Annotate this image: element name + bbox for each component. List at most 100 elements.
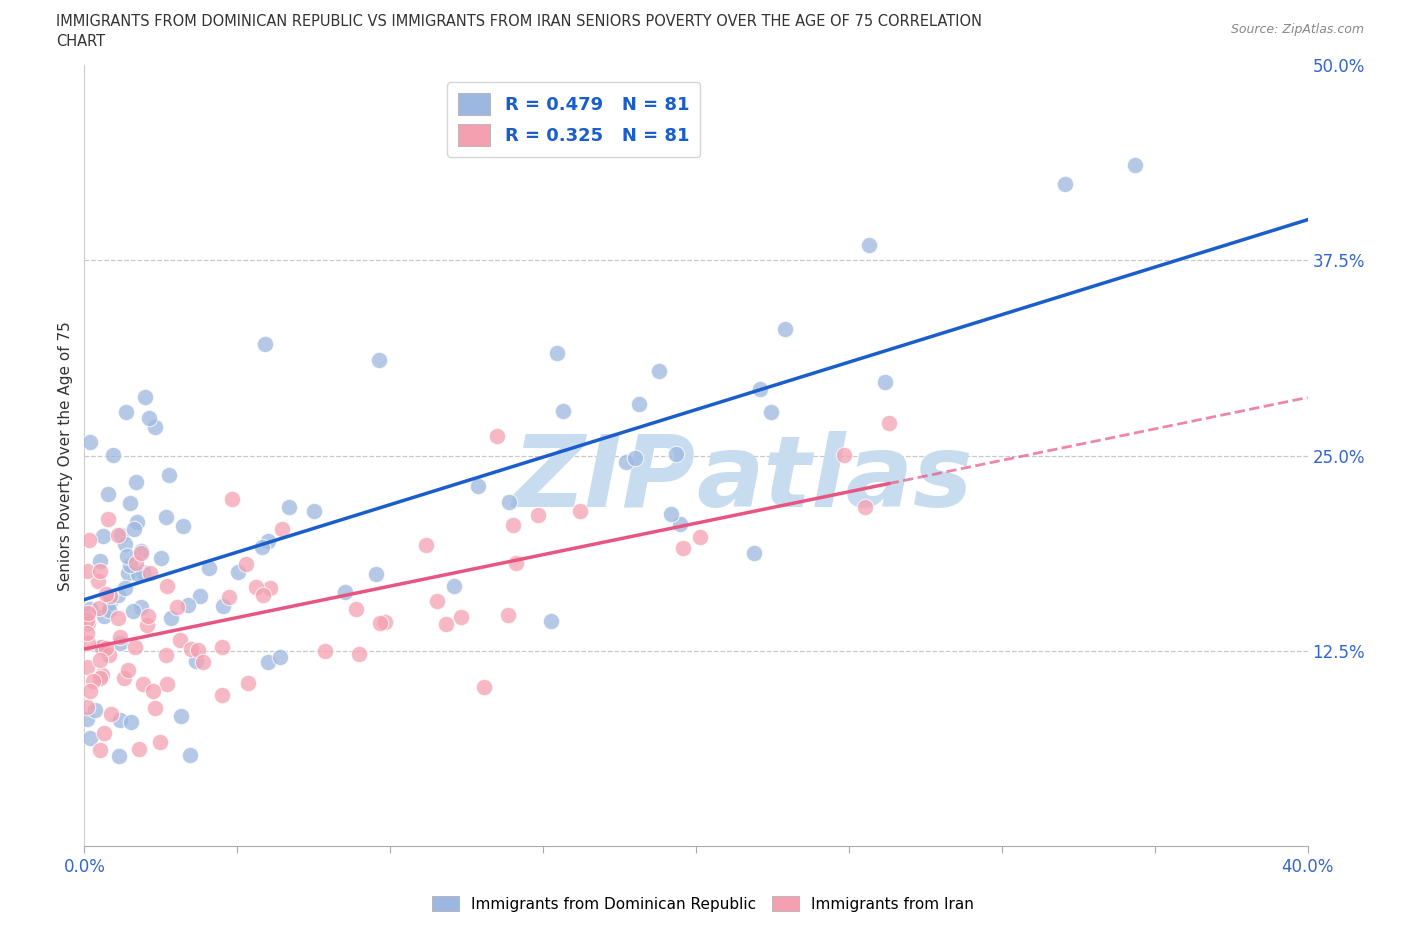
Point [169, 632, 191, 647]
Point [91, 528, 114, 543]
Point [496, 607, 519, 622]
Point [90, 640, 112, 655]
Point [134, 390, 156, 405]
Point [143, 419, 166, 434]
Y-axis label: Seniors Poverty Over the Age of 75: Seniors Poverty Over the Age of 75 [58, 321, 73, 591]
Point [110, 630, 132, 644]
Point [155, 647, 177, 662]
Point [138, 411, 160, 426]
Point [155, 510, 177, 525]
Point [97, 487, 120, 502]
Point [252, 588, 274, 603]
Point [773, 321, 796, 336]
Point [211, 687, 233, 702]
Point [568, 503, 591, 518]
Text: IMMIGRANTS FROM DOMINICAN REPUBLIC VS IMMIGRANTS FROM IRAN SENIORS POVERTY OVER : IMMIGRANTS FROM DOMINICAN REPUBLIC VS IM… [56, 14, 983, 29]
Point [172, 518, 194, 533]
Point [76, 613, 98, 628]
Point [186, 653, 208, 668]
Text: ZIP: ZIP [513, 431, 696, 527]
Point [235, 556, 257, 571]
Point [170, 709, 193, 724]
Point [269, 649, 291, 664]
Point [112, 671, 135, 685]
Point [120, 714, 142, 729]
Point [160, 610, 183, 625]
Point [114, 537, 136, 551]
Point [271, 522, 294, 537]
Point [744, 546, 766, 561]
Point [238, 675, 260, 690]
Point [101, 447, 124, 462]
Point [76, 564, 98, 578]
Point [832, 447, 855, 462]
Point [179, 748, 201, 763]
Point [347, 646, 370, 661]
Point [180, 642, 202, 657]
Point [108, 636, 131, 651]
Point [120, 557, 142, 572]
Point [498, 495, 520, 510]
Point [450, 610, 472, 625]
Point [76, 711, 98, 726]
Point [79, 602, 101, 617]
Text: CHART: CHART [56, 34, 105, 49]
Point [115, 405, 138, 419]
Point [278, 500, 301, 515]
Point [877, 416, 900, 431]
Point [125, 474, 148, 489]
Point [84, 703, 107, 718]
Point [426, 593, 449, 608]
Point [97, 647, 120, 662]
Point [93, 609, 115, 624]
Point [659, 507, 682, 522]
Point [98, 589, 121, 604]
Point [546, 346, 568, 361]
Point [89, 742, 111, 757]
Point [114, 581, 136, 596]
Point [155, 578, 177, 593]
Point [91, 667, 114, 682]
Point [79, 684, 101, 698]
Point [108, 749, 131, 764]
Point [187, 643, 209, 658]
Point [624, 450, 647, 465]
Point [749, 382, 772, 397]
Point [129, 600, 152, 615]
Point [226, 565, 249, 579]
Legend: Immigrants from Dominican Republic, Immigrants from Iran: Immigrants from Dominican Republic, Immi… [426, 889, 980, 918]
Point [374, 615, 396, 630]
Point [76, 616, 98, 631]
Point [89, 553, 111, 568]
Point [302, 503, 325, 518]
Point [127, 566, 149, 581]
Point [664, 446, 686, 461]
Point [79, 730, 101, 745]
Point [689, 529, 711, 544]
Point [245, 579, 267, 594]
Point [125, 555, 148, 570]
Point [129, 543, 152, 558]
Point [212, 599, 235, 614]
Point [89, 564, 111, 578]
Point [127, 514, 149, 529]
Point [344, 602, 367, 617]
Point [117, 662, 139, 677]
Point [672, 540, 695, 555]
Point [314, 644, 336, 658]
Point [100, 707, 122, 722]
Legend: R = 0.479   N = 81, R = 0.325   N = 81: R = 0.479 N = 81, R = 0.325 N = 81 [447, 82, 700, 156]
Point [124, 640, 146, 655]
Point [97, 512, 120, 526]
Point [526, 507, 548, 522]
Point [136, 608, 159, 623]
Point [368, 352, 391, 367]
Point [166, 600, 188, 615]
Point [1123, 157, 1146, 172]
Point [98, 603, 121, 618]
Point [628, 396, 651, 411]
Point [191, 654, 214, 669]
Point [502, 518, 524, 533]
Point [156, 677, 179, 692]
Point [443, 578, 465, 593]
